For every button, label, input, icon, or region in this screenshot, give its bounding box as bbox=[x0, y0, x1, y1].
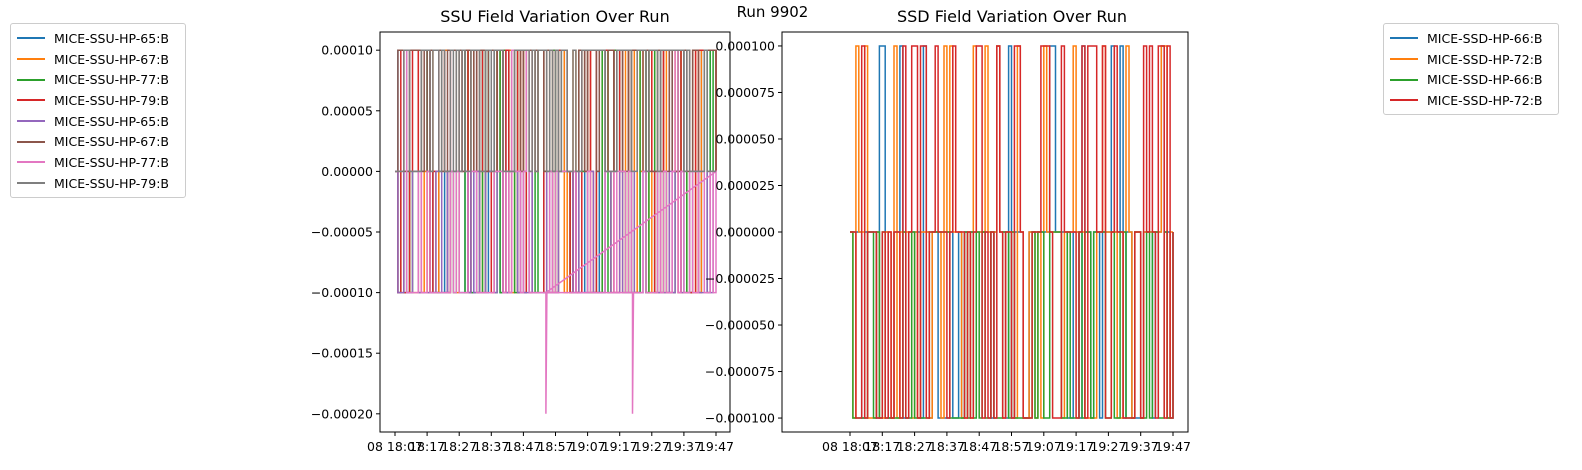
legend-swatch bbox=[17, 37, 45, 40]
legend-label: MICE-SSU-HP-67:B bbox=[54, 134, 170, 150]
y-tick-label: −0.00015 bbox=[311, 346, 373, 361]
x-tick-label: 19:17 bbox=[602, 439, 638, 454]
y-tick-label: −0.000075 bbox=[705, 364, 775, 379]
legend-entry: MICE-SSU-HP-79:B bbox=[17, 90, 179, 111]
figure-suptitle: Run 9902 bbox=[736, 3, 809, 21]
x-tick-label: 18:37 bbox=[473, 439, 509, 454]
legend-label: MICE-SSD-HP-72:B bbox=[1427, 92, 1543, 108]
ssd-plot-title: SSD Field Variation Over Run bbox=[896, 7, 1128, 26]
legend-entry: MICE-SSD-HP-72:B bbox=[1390, 49, 1552, 70]
x-tick-label: 19:37 bbox=[666, 439, 702, 454]
legend-swatch bbox=[1390, 78, 1418, 81]
ssu-plot-title: SSU Field Variation Over Run bbox=[440, 7, 670, 26]
x-tick-label: 18:27 bbox=[441, 439, 477, 454]
x-tick-label: 18:37 bbox=[929, 439, 965, 454]
legend-label: MICE-SSD-HP-66:B bbox=[1427, 72, 1543, 88]
legend-swatch bbox=[17, 120, 45, 123]
y-tick-label: −0.00020 bbox=[311, 406, 373, 421]
legend-swatch bbox=[17, 161, 45, 164]
x-tick-label: 18:27 bbox=[897, 439, 933, 454]
y-tick-label: 0.000000 bbox=[715, 225, 775, 240]
legend-swatch bbox=[17, 99, 45, 102]
legend-swatch bbox=[17, 182, 45, 185]
legend-swatch bbox=[17, 78, 45, 81]
ssu-legend: MICE-SSU-HP-65:B MICE-SSU-HP-67:B MICE-SSU… bbox=[10, 23, 186, 198]
x-tick-label: 19:27 bbox=[1090, 439, 1126, 454]
legend-entry: MICE-SSD-HP-72:B bbox=[1390, 90, 1552, 111]
x-tick-label: 19:37 bbox=[1123, 439, 1159, 454]
y-tick-label: 0.000050 bbox=[715, 131, 775, 146]
legend-swatch bbox=[1390, 37, 1418, 40]
series-line-ssd-3 bbox=[850, 45, 1174, 419]
x-tick-label: 18:17 bbox=[864, 439, 900, 454]
x-tick-label: 18:17 bbox=[409, 439, 445, 454]
x-tick-label: 19:07 bbox=[1026, 439, 1062, 454]
legend-entry: MICE-SSD-HP-66:B bbox=[1390, 28, 1552, 49]
ssd-legend: MICE-SSD-HP-66:B MICE-SSD-HP-72:B MICE-SSD… bbox=[1383, 23, 1559, 115]
y-tick-label: −0.000025 bbox=[705, 271, 775, 286]
legend-entry: MICE-SSU-HP-65:B bbox=[17, 28, 179, 49]
y-tick-label: 0.00000 bbox=[321, 164, 373, 179]
legend-entry: MICE-SSU-HP-65:B bbox=[17, 111, 179, 132]
legend-swatch bbox=[1390, 58, 1418, 61]
legend-label: MICE-SSD-HP-72:B bbox=[1427, 51, 1543, 67]
legend-label: MICE-SSU-HP-77:B bbox=[54, 154, 170, 170]
y-tick-label: 0.00010 bbox=[321, 43, 373, 58]
x-tick-label: 19:47 bbox=[1155, 439, 1191, 454]
legend-label: MICE-SSU-HP-79:B bbox=[54, 92, 170, 108]
legend-label: MICE-SSU-HP-79:B bbox=[54, 175, 170, 191]
legend-entry: MICE-SSU-HP-67:B bbox=[17, 131, 179, 152]
legend-swatch bbox=[1390, 99, 1418, 102]
legend-swatch bbox=[17, 58, 45, 61]
ssd-plot-panel: 0.000100 0.000075 0.000050 0.000025 0.000000… bbox=[705, 31, 1191, 454]
y-tick-label: 0.000100 bbox=[715, 38, 775, 53]
legend-label: MICE-SSU-HP-65:B bbox=[54, 30, 170, 46]
legend-label: MICE-SSU-HP-65:B bbox=[54, 113, 170, 129]
legend-label: MICE-SSU-HP-67:B bbox=[54, 51, 170, 67]
x-tick-label: 08 18:07 bbox=[822, 439, 878, 454]
y-tick-label: 0.000025 bbox=[715, 178, 775, 193]
y-tick-label: −0.000100 bbox=[705, 411, 775, 426]
x-tick-label: 08 18:07 bbox=[367, 439, 423, 454]
series-line-ssu-7 bbox=[395, 49, 716, 173]
y-tick-label: 0.000075 bbox=[715, 85, 775, 100]
legend-entry: MICE-SSU-HP-77:B bbox=[17, 152, 179, 173]
x-tick-label: 19:07 bbox=[570, 439, 606, 454]
legend-entry: MICE-SSD-HP-66:B bbox=[1390, 69, 1552, 90]
x-tick-label: 19:47 bbox=[698, 439, 734, 454]
ssu-plot-panel: 0.00010 0.00005 0.00000 −0.00005 −0.00010 −0.… bbox=[311, 31, 734, 454]
legend-label: MICE-SSU-HP-77:B bbox=[54, 72, 170, 88]
y-tick-label: −0.00005 bbox=[311, 225, 373, 240]
x-tick-label: 18:57 bbox=[537, 439, 573, 454]
legend-entry: MICE-SSU-HP-67:B bbox=[17, 49, 179, 70]
x-tick-label: 18:57 bbox=[993, 439, 1029, 454]
x-tick-label: 18:47 bbox=[505, 439, 541, 454]
x-tick-label: 18:47 bbox=[961, 439, 997, 454]
legend-label: MICE-SSD-HP-66:B bbox=[1427, 30, 1543, 46]
legend-entry: MICE-SSU-HP-79:B bbox=[17, 173, 179, 194]
legend-entry: MICE-SSU-HP-77:B bbox=[17, 69, 179, 90]
y-tick-label: −0.000050 bbox=[705, 318, 775, 333]
y-tick-label: −0.00010 bbox=[311, 285, 373, 300]
y-tick-label: 0.00005 bbox=[321, 103, 373, 118]
legend-swatch bbox=[17, 140, 45, 143]
x-tick-label: 19:27 bbox=[634, 439, 670, 454]
x-tick-label: 19:17 bbox=[1058, 439, 1094, 454]
